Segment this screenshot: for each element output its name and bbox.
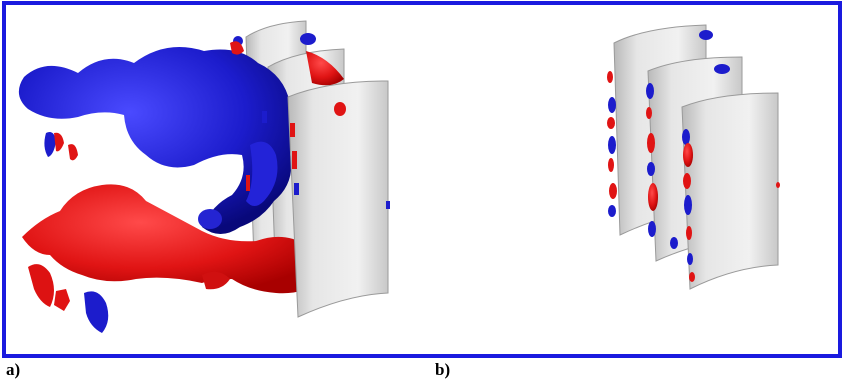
panel-a-label: a)	[6, 360, 21, 379]
panel-b-blade-vortices	[607, 30, 780, 282]
panel-a-blade-front	[287, 80, 389, 318]
figure-frame	[2, 1, 842, 358]
panel-b-visualization	[607, 24, 780, 290]
panel-a-red-vortex	[22, 41, 319, 311]
figure-illustration	[18, 20, 780, 333]
panel-a-visualization	[18, 20, 390, 333]
panel-a-blade-vortices	[246, 33, 390, 209]
panel-b-label: b)	[435, 360, 451, 379]
panel-b-blade-front	[681, 92, 779, 290]
